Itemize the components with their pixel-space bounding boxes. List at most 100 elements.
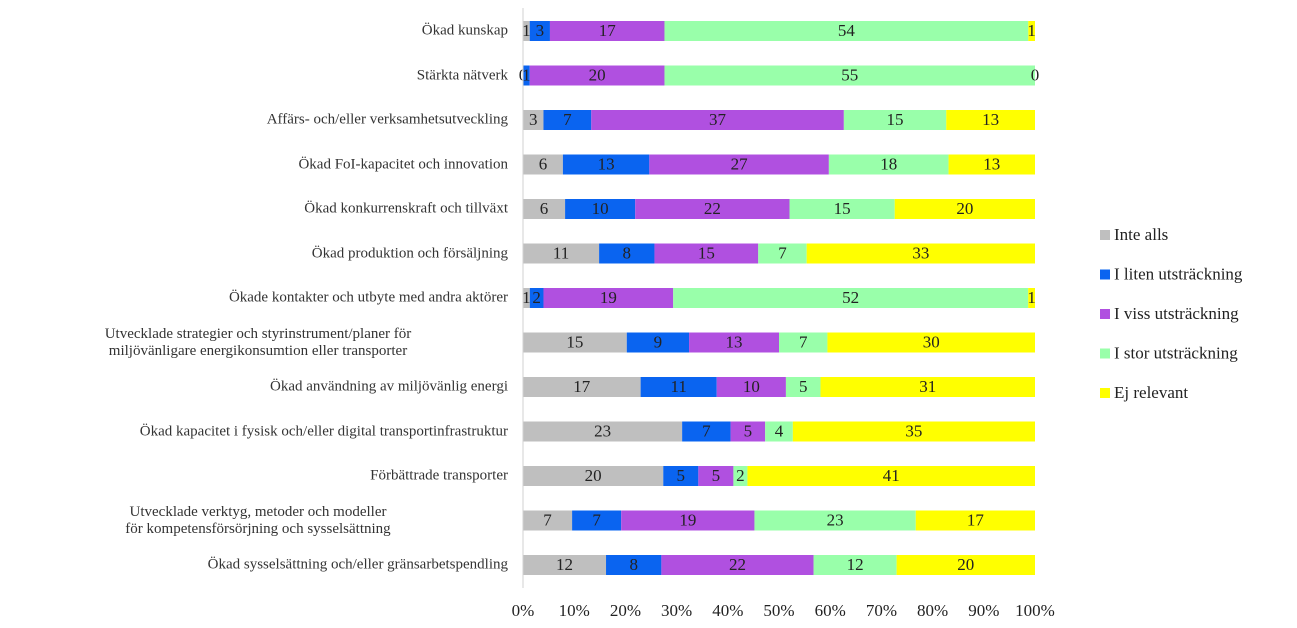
- value-label: 37: [709, 110, 727, 129]
- category-text: Affärs- och/eller verksamhetsutveckling: [266, 111, 508, 128]
- category-label: Utvecklade verktyg, metoder och modeller…: [8, 504, 508, 538]
- value-label: 5: [677, 466, 686, 485]
- category-text: Utvecklade verktyg, metoder och modeller…: [125, 503, 391, 537]
- value-label: 5: [744, 421, 753, 440]
- legend-swatch: [1100, 309, 1110, 319]
- category-text: Utvecklade strategier och styrinstrument…: [104, 325, 412, 359]
- bar-segment: [785, 377, 821, 397]
- bar-segment: [523, 332, 627, 353]
- x-tick-label: 90%: [968, 601, 999, 620]
- category-label: Ökad sysselsättning och/eller gränsarbet…: [8, 557, 508, 574]
- x-tick-label: 10%: [559, 601, 590, 620]
- category-text: Ökad sysselsättning och/eller gränsarbet…: [207, 556, 508, 573]
- value-label: 8: [629, 555, 638, 574]
- value-label: 22: [729, 555, 746, 574]
- category-label: Ökad kapacitet i fysisk och/eller digita…: [8, 423, 508, 440]
- value-label: 15: [698, 243, 715, 262]
- bar-segment: [765, 421, 793, 442]
- category-text: Förbättrade transporter: [370, 467, 508, 484]
- bar-segment: [792, 421, 1035, 442]
- bar-segment: [529, 288, 544, 308]
- bar-segment: [948, 154, 1035, 175]
- value-label: 55: [841, 65, 858, 84]
- bar-segment: [523, 466, 664, 486]
- bar-segment: [635, 199, 790, 219]
- bar-segment: [828, 154, 949, 175]
- bar-segment: [523, 510, 573, 531]
- value-label: 2: [532, 288, 541, 307]
- bar-segment: [523, 199, 566, 219]
- value-label: 10: [592, 199, 609, 218]
- legend-swatch: [1100, 269, 1110, 280]
- value-label: 19: [679, 510, 696, 529]
- bar-segment: [747, 466, 1035, 486]
- value-label: 20: [585, 466, 602, 485]
- bar-segment: [1028, 21, 1035, 41]
- value-label: 17: [599, 21, 617, 40]
- bar-segment: [843, 110, 947, 130]
- x-tick-label: 100%: [1015, 601, 1055, 620]
- bar-segment: [529, 21, 550, 41]
- bar-segment: [543, 288, 674, 308]
- bar-segment: [523, 288, 530, 308]
- bar-segment: [523, 110, 544, 130]
- bar-segment: [661, 555, 814, 575]
- x-tick-label: 60%: [815, 601, 846, 620]
- category-label: Förbättrade transporter: [8, 468, 508, 485]
- bar-segment: [730, 421, 766, 442]
- value-label: 15: [887, 110, 904, 129]
- value-label: 1: [522, 288, 531, 307]
- value-label: 27: [731, 154, 749, 173]
- value-label: 13: [726, 332, 743, 351]
- value-label: 1: [522, 65, 531, 84]
- value-label: 33: [912, 243, 929, 262]
- value-label: 17: [967, 510, 985, 529]
- bar-segment: [549, 21, 665, 41]
- category-label: Stärkta nätverk: [8, 67, 508, 84]
- bar-segment: [1028, 288, 1035, 308]
- bar-segment: [523, 377, 641, 397]
- category-text: Ökad FoI-kapacitet och innovation: [298, 156, 508, 172]
- legend-label: I viss utsträckning: [1114, 304, 1239, 323]
- x-tick-label: 80%: [917, 601, 948, 620]
- value-label: 7: [592, 510, 601, 529]
- bar-segment: [591, 110, 844, 130]
- value-label: 22: [704, 199, 721, 218]
- value-label: 7: [799, 332, 808, 351]
- category-label: Affärs- och/eller verksamhetsutveckling: [8, 112, 508, 129]
- value-label: 20: [957, 555, 974, 574]
- value-label: 30: [923, 332, 940, 351]
- bar-segment: [562, 154, 650, 175]
- value-label: 13: [598, 154, 615, 173]
- value-label: 8: [623, 243, 632, 262]
- value-label: 6: [540, 199, 549, 218]
- bar-segment: [754, 510, 916, 531]
- value-label: 54: [838, 21, 856, 40]
- bar-segment: [758, 243, 807, 264]
- x-tick-label: 30%: [661, 601, 692, 620]
- category-text: Ökad användning av miljövänlig energi: [269, 378, 508, 395]
- bar-segment: [915, 510, 1035, 531]
- value-label: 1: [1027, 21, 1036, 40]
- value-label: 11: [670, 377, 686, 396]
- bar-segment: [820, 377, 1035, 397]
- legend-swatch: [1100, 230, 1110, 240]
- bar-segment: [523, 21, 530, 41]
- bar-segment: [572, 510, 622, 531]
- value-label: 18: [880, 154, 897, 173]
- category-text: Ökade kontakter och utbyte med andra akt…: [228, 289, 508, 306]
- category-label: Ökad kunskap: [8, 23, 508, 40]
- value-label: 2: [736, 466, 745, 485]
- value-label: 7: [563, 110, 572, 129]
- legend-label: I stor utsträckning: [1114, 343, 1238, 362]
- category-label: Ökad konkurrenskraft och tillväxt: [8, 201, 508, 218]
- value-label: 52: [842, 288, 859, 307]
- bar-segment: [813, 555, 897, 575]
- bar-segment: [626, 332, 690, 353]
- x-tick-label: 20%: [610, 601, 641, 620]
- value-label: 23: [594, 421, 611, 440]
- value-label: 3: [536, 21, 545, 40]
- legend-label: Ej relevant: [1114, 383, 1188, 402]
- bar-segment: [789, 199, 895, 219]
